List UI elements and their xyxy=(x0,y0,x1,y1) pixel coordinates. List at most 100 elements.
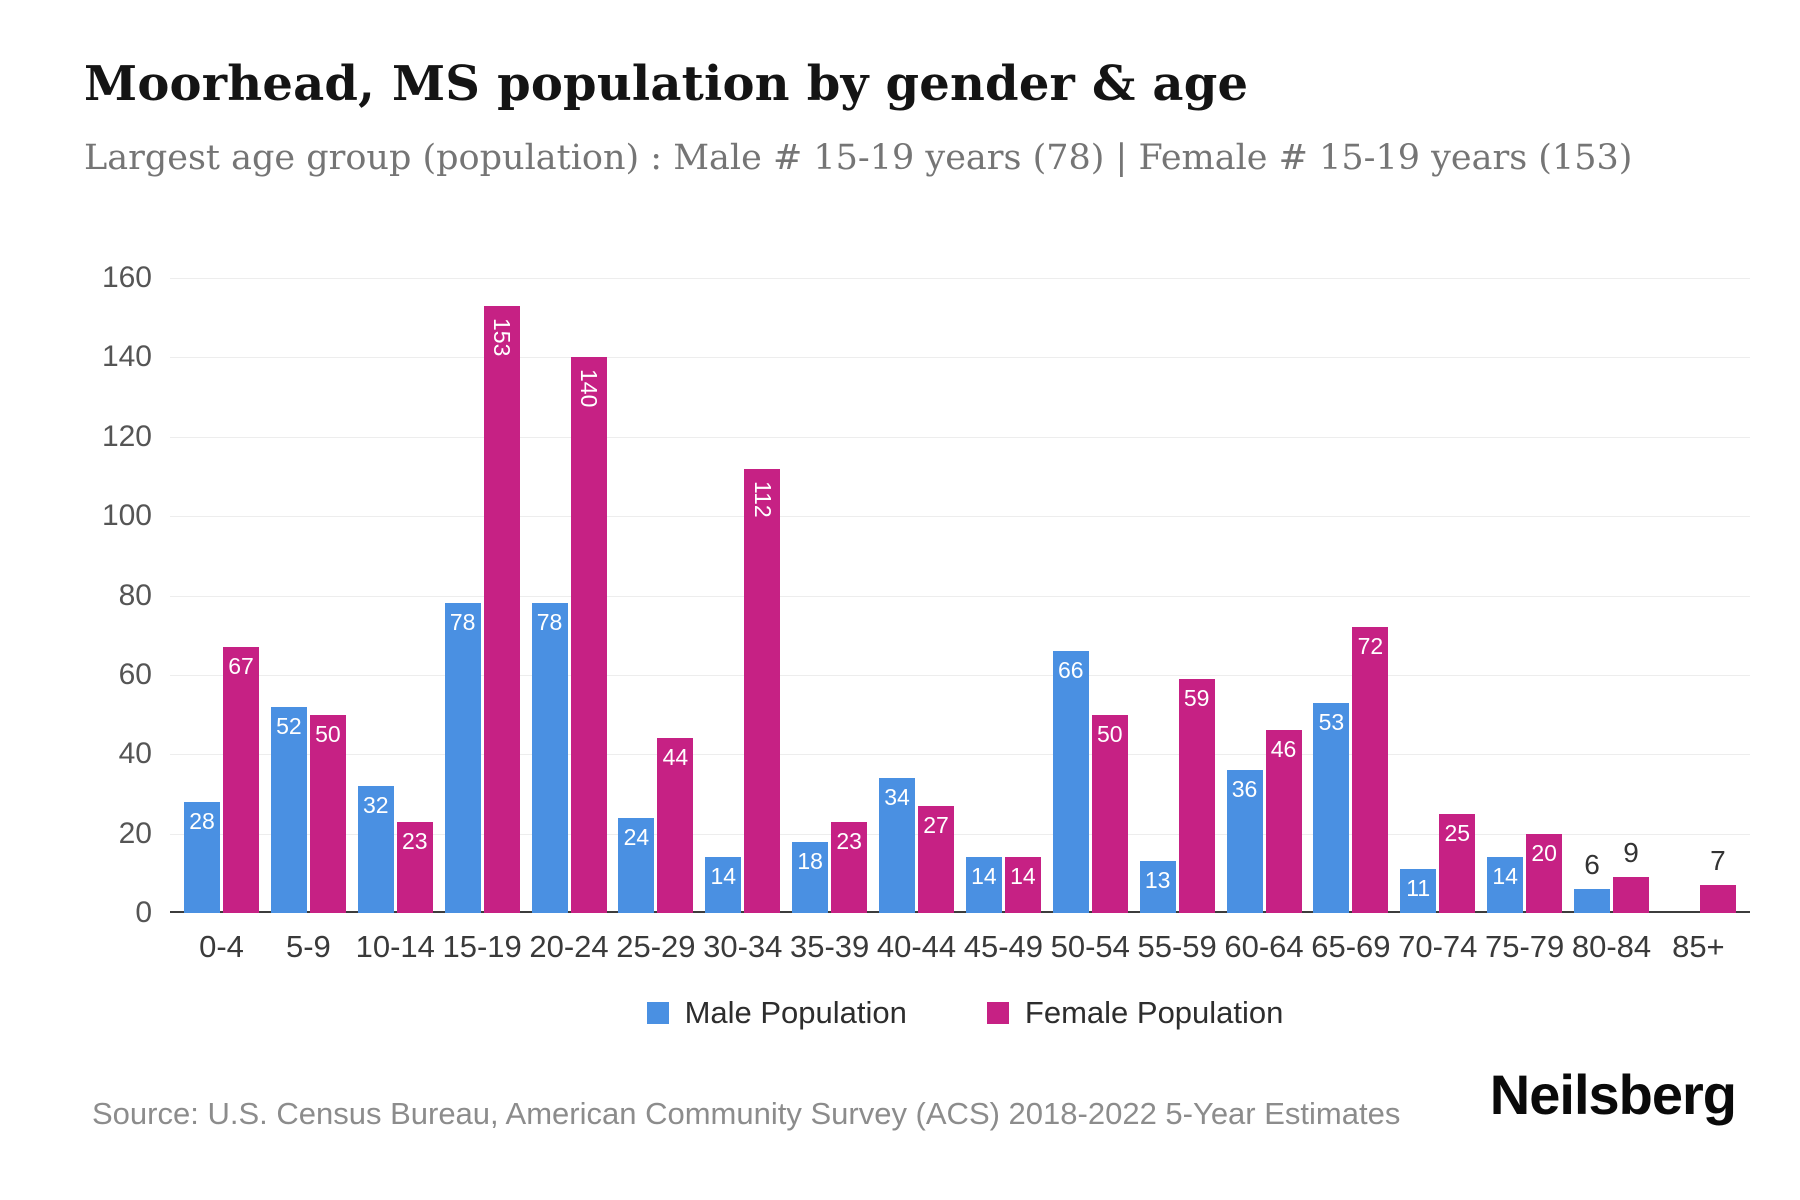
female-bar-50-54: 50 xyxy=(1091,714,1128,913)
plot-area: 0 20 40 60 80 100 120 140 160 28 67 0-4 52 50 5-9 32 23 1… xyxy=(102,261,1750,964)
bar-chart: 0 20 40 60 80 100 120 140 160 28 67 0-4 52 50 5-9 32 23 1… xyxy=(90,261,1760,964)
male-bar-20-24: 78 xyxy=(531,603,568,913)
male-bar-value-label: 13 xyxy=(1144,867,1171,894)
male-bar-value-label: 78 xyxy=(536,609,563,636)
female-bar-value-label: 153 xyxy=(489,317,516,357)
female-bar-value-label: 9 xyxy=(1623,837,1639,869)
bar-group-65-69: 53 72 65-69 xyxy=(1311,278,1391,964)
x-axis-category-label: 0-4 xyxy=(199,929,244,964)
male-bar-value-label: 28 xyxy=(189,807,215,834)
male-bar-value-label: 53 xyxy=(1318,708,1345,735)
male-bar-value-label: 66 xyxy=(1057,657,1084,684)
male-bar-value-label: 6 xyxy=(1584,849,1600,881)
male-bar-value-label: 14 xyxy=(710,863,737,890)
bar-group-50-54: 66 50 50-54 xyxy=(1051,278,1130,964)
male-bar-value-label: 18 xyxy=(797,847,823,874)
female-bar-value-label: 46 xyxy=(1270,736,1297,763)
gridline xyxy=(170,516,1750,518)
bar-group-55-59: 13 59 55-59 xyxy=(1137,278,1217,964)
legend-item-female: Female Population xyxy=(986,995,1284,1031)
x-axis-category-label: 75-79 xyxy=(1484,929,1565,964)
bar-group-60-64: 36 46 60-64 xyxy=(1224,278,1304,964)
female-bar-45-49: 14 xyxy=(1004,857,1041,913)
female-bar-10-14: 23 xyxy=(396,821,433,913)
gridline xyxy=(170,595,1750,597)
x-axis-category-label: 20-24 xyxy=(529,929,609,964)
female-bar-5-9: 50 xyxy=(309,714,346,913)
male-bar-value-label: 24 xyxy=(623,823,650,850)
chart-legend: Male Population Female Population xyxy=(170,995,1760,1031)
male-bar-15-19: 78 xyxy=(444,603,481,913)
male-bar-70-74: 11 xyxy=(1400,869,1437,913)
bar-group-20-24: 78 140 20-24 xyxy=(529,278,609,964)
y-axis-tick-label: 120 xyxy=(101,419,152,453)
female-bar-value-label: 44 xyxy=(662,744,689,771)
x-axis-category-label: 25-29 xyxy=(616,929,696,964)
x-axis-category-label: 45-49 xyxy=(963,929,1044,964)
female-bar-40-44: 27 xyxy=(918,805,954,913)
bar-group-30-34: 14 112 30-34 xyxy=(703,278,782,964)
female-bar-value-label: 25 xyxy=(1444,819,1471,846)
female-bar-85+: 7 xyxy=(1699,847,1736,913)
y-axis-tick-label: 80 xyxy=(118,578,152,612)
y-axis-tick-label: 140 xyxy=(101,340,152,374)
gridline xyxy=(170,357,1750,359)
male-bar-value-label: 32 xyxy=(362,792,389,818)
female-bar-value-label: 50 xyxy=(315,720,341,747)
male-bar-value-label: 14 xyxy=(1492,863,1518,890)
bar-group-5-9: 52 50 5-9 xyxy=(270,278,346,964)
female-bar-15-19: 153 xyxy=(483,305,520,913)
female-bar-value-label: 72 xyxy=(1357,633,1384,660)
female-bar-65-69: 72 xyxy=(1352,627,1389,913)
male-bar-30-34: 14 xyxy=(705,857,742,913)
male-bar-60-64: 36 xyxy=(1226,770,1263,913)
y-axis-tick-label: 0 xyxy=(135,896,152,929)
bar-group-10-14: 32 23 10-14 xyxy=(356,278,435,964)
female-bar-60-64: 46 xyxy=(1265,730,1302,913)
female-bar-value-label: 7 xyxy=(1710,845,1726,877)
male-bar-50-54: 66 xyxy=(1052,651,1089,913)
male-bar-65-69: 53 xyxy=(1313,702,1350,913)
y-axis-tick-label: 100 xyxy=(101,499,152,533)
male-bar-value-label: 36 xyxy=(1231,776,1258,803)
male-bar-25-29: 24 xyxy=(618,817,655,913)
source-attribution: Source: U.S. Census Bureau, American Com… xyxy=(92,1096,1401,1131)
female-legend-label: Female Population xyxy=(1024,995,1284,1030)
female-bar-75-79: 20 xyxy=(1526,833,1563,913)
gridline xyxy=(170,436,1750,438)
bar-group-25-29: 24 44 25-29 xyxy=(616,278,696,964)
female-bar-value-label: 14 xyxy=(1010,863,1036,890)
x-axis-category-label: 35-39 xyxy=(789,929,870,964)
female-bar-0-4: 67 xyxy=(223,647,259,913)
male-bar-10-14: 32 xyxy=(357,786,394,913)
male-bar-75-79: 14 xyxy=(1487,857,1524,913)
male-legend-swatch xyxy=(646,1002,669,1024)
neilsberg-logo: Neilsberg xyxy=(1489,1063,1737,1126)
female-legend-swatch xyxy=(986,1002,1009,1024)
x-axis-category-label: 60-64 xyxy=(1224,929,1304,964)
y-axis-tick-label: 60 xyxy=(118,657,152,691)
gridline xyxy=(170,278,1750,279)
male-bar-40-44: 34 xyxy=(879,778,915,913)
x-axis-category-label: 55-59 xyxy=(1137,929,1217,964)
female-bar-25-29: 44 xyxy=(657,738,694,913)
female-bar-value-label: 50 xyxy=(1096,720,1123,747)
bar-group-70-74: 11 25 70-74 xyxy=(1398,278,1477,964)
bar-group-45-49: 14 14 45-49 xyxy=(964,278,1043,964)
chart-title: Moorhead, MS population by gender & age xyxy=(84,56,1249,112)
male-bar-value-label: 34 xyxy=(884,784,910,811)
bar-group-0-4: 28 67 0-4 xyxy=(184,278,259,964)
x-axis-category-label: 85+ xyxy=(1672,929,1725,964)
female-bar-value-label: 59 xyxy=(1183,684,1210,711)
female-bar-value-label: 140 xyxy=(576,369,602,408)
x-axis-category-label: 65-69 xyxy=(1311,929,1391,964)
female-bar-30-34: 112 xyxy=(744,468,781,913)
male-bar-80-84: 6 xyxy=(1574,851,1610,913)
gridline xyxy=(170,833,1750,835)
female-bar-value-label: 67 xyxy=(228,653,254,680)
female-bar-80-84: 9 xyxy=(1613,839,1649,913)
x-axis-category-label: 50-54 xyxy=(1050,929,1130,964)
male-bar-value-label: 14 xyxy=(971,863,997,890)
female-bar-value-label: 20 xyxy=(1531,839,1557,866)
bar-group-15-19: 78 153 15-19 xyxy=(442,278,522,964)
